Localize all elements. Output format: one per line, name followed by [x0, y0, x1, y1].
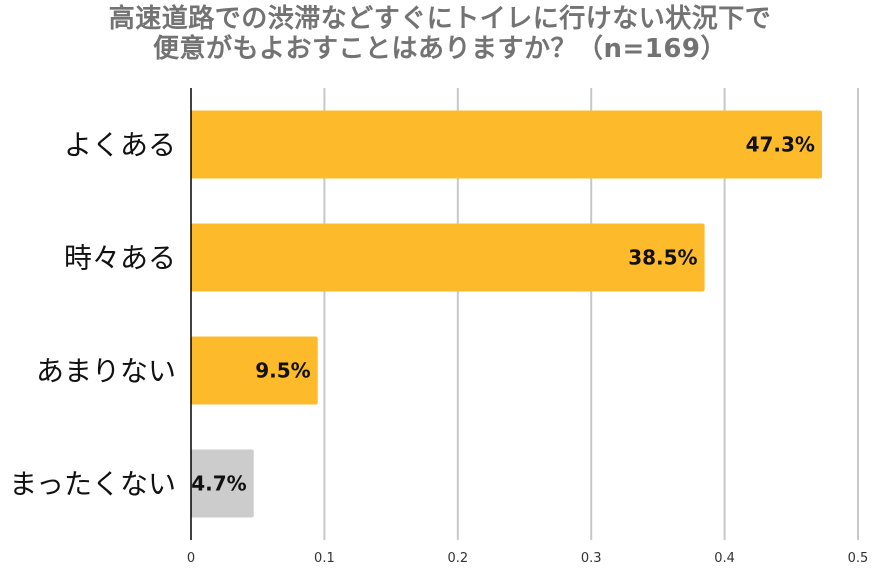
category-label: あまりない: [36, 355, 176, 388]
x-tick-label: 0.1: [314, 551, 335, 566]
data-label: 38.5%: [628, 246, 697, 270]
data-label: 47.3%: [746, 133, 815, 157]
bar: [191, 223, 705, 292]
bar: [191, 449, 254, 518]
bar: [191, 336, 318, 405]
bar: [191, 110, 822, 179]
x-tick-label: 0.3: [581, 551, 602, 566]
chart-title-line-1: 高速道路での渋滞などすぐにトイレに行けない状況下で: [108, 4, 772, 34]
data-label: 9.5%: [255, 359, 310, 383]
x-tick-label: 0.2: [447, 551, 468, 566]
x-tick-label: 0.4: [714, 551, 735, 566]
category-label: まったくない: [9, 468, 176, 501]
category-label: よくある: [64, 129, 176, 162]
x-tick-label: 0: [187, 551, 195, 566]
category-label: 時々ある: [64, 242, 176, 275]
data-label: 4.7%: [191, 472, 246, 496]
chart-title-line-2: 便意がもよおすことはありますか？（n=169）: [152, 34, 728, 64]
x-tick-label: 0.5: [848, 551, 869, 566]
